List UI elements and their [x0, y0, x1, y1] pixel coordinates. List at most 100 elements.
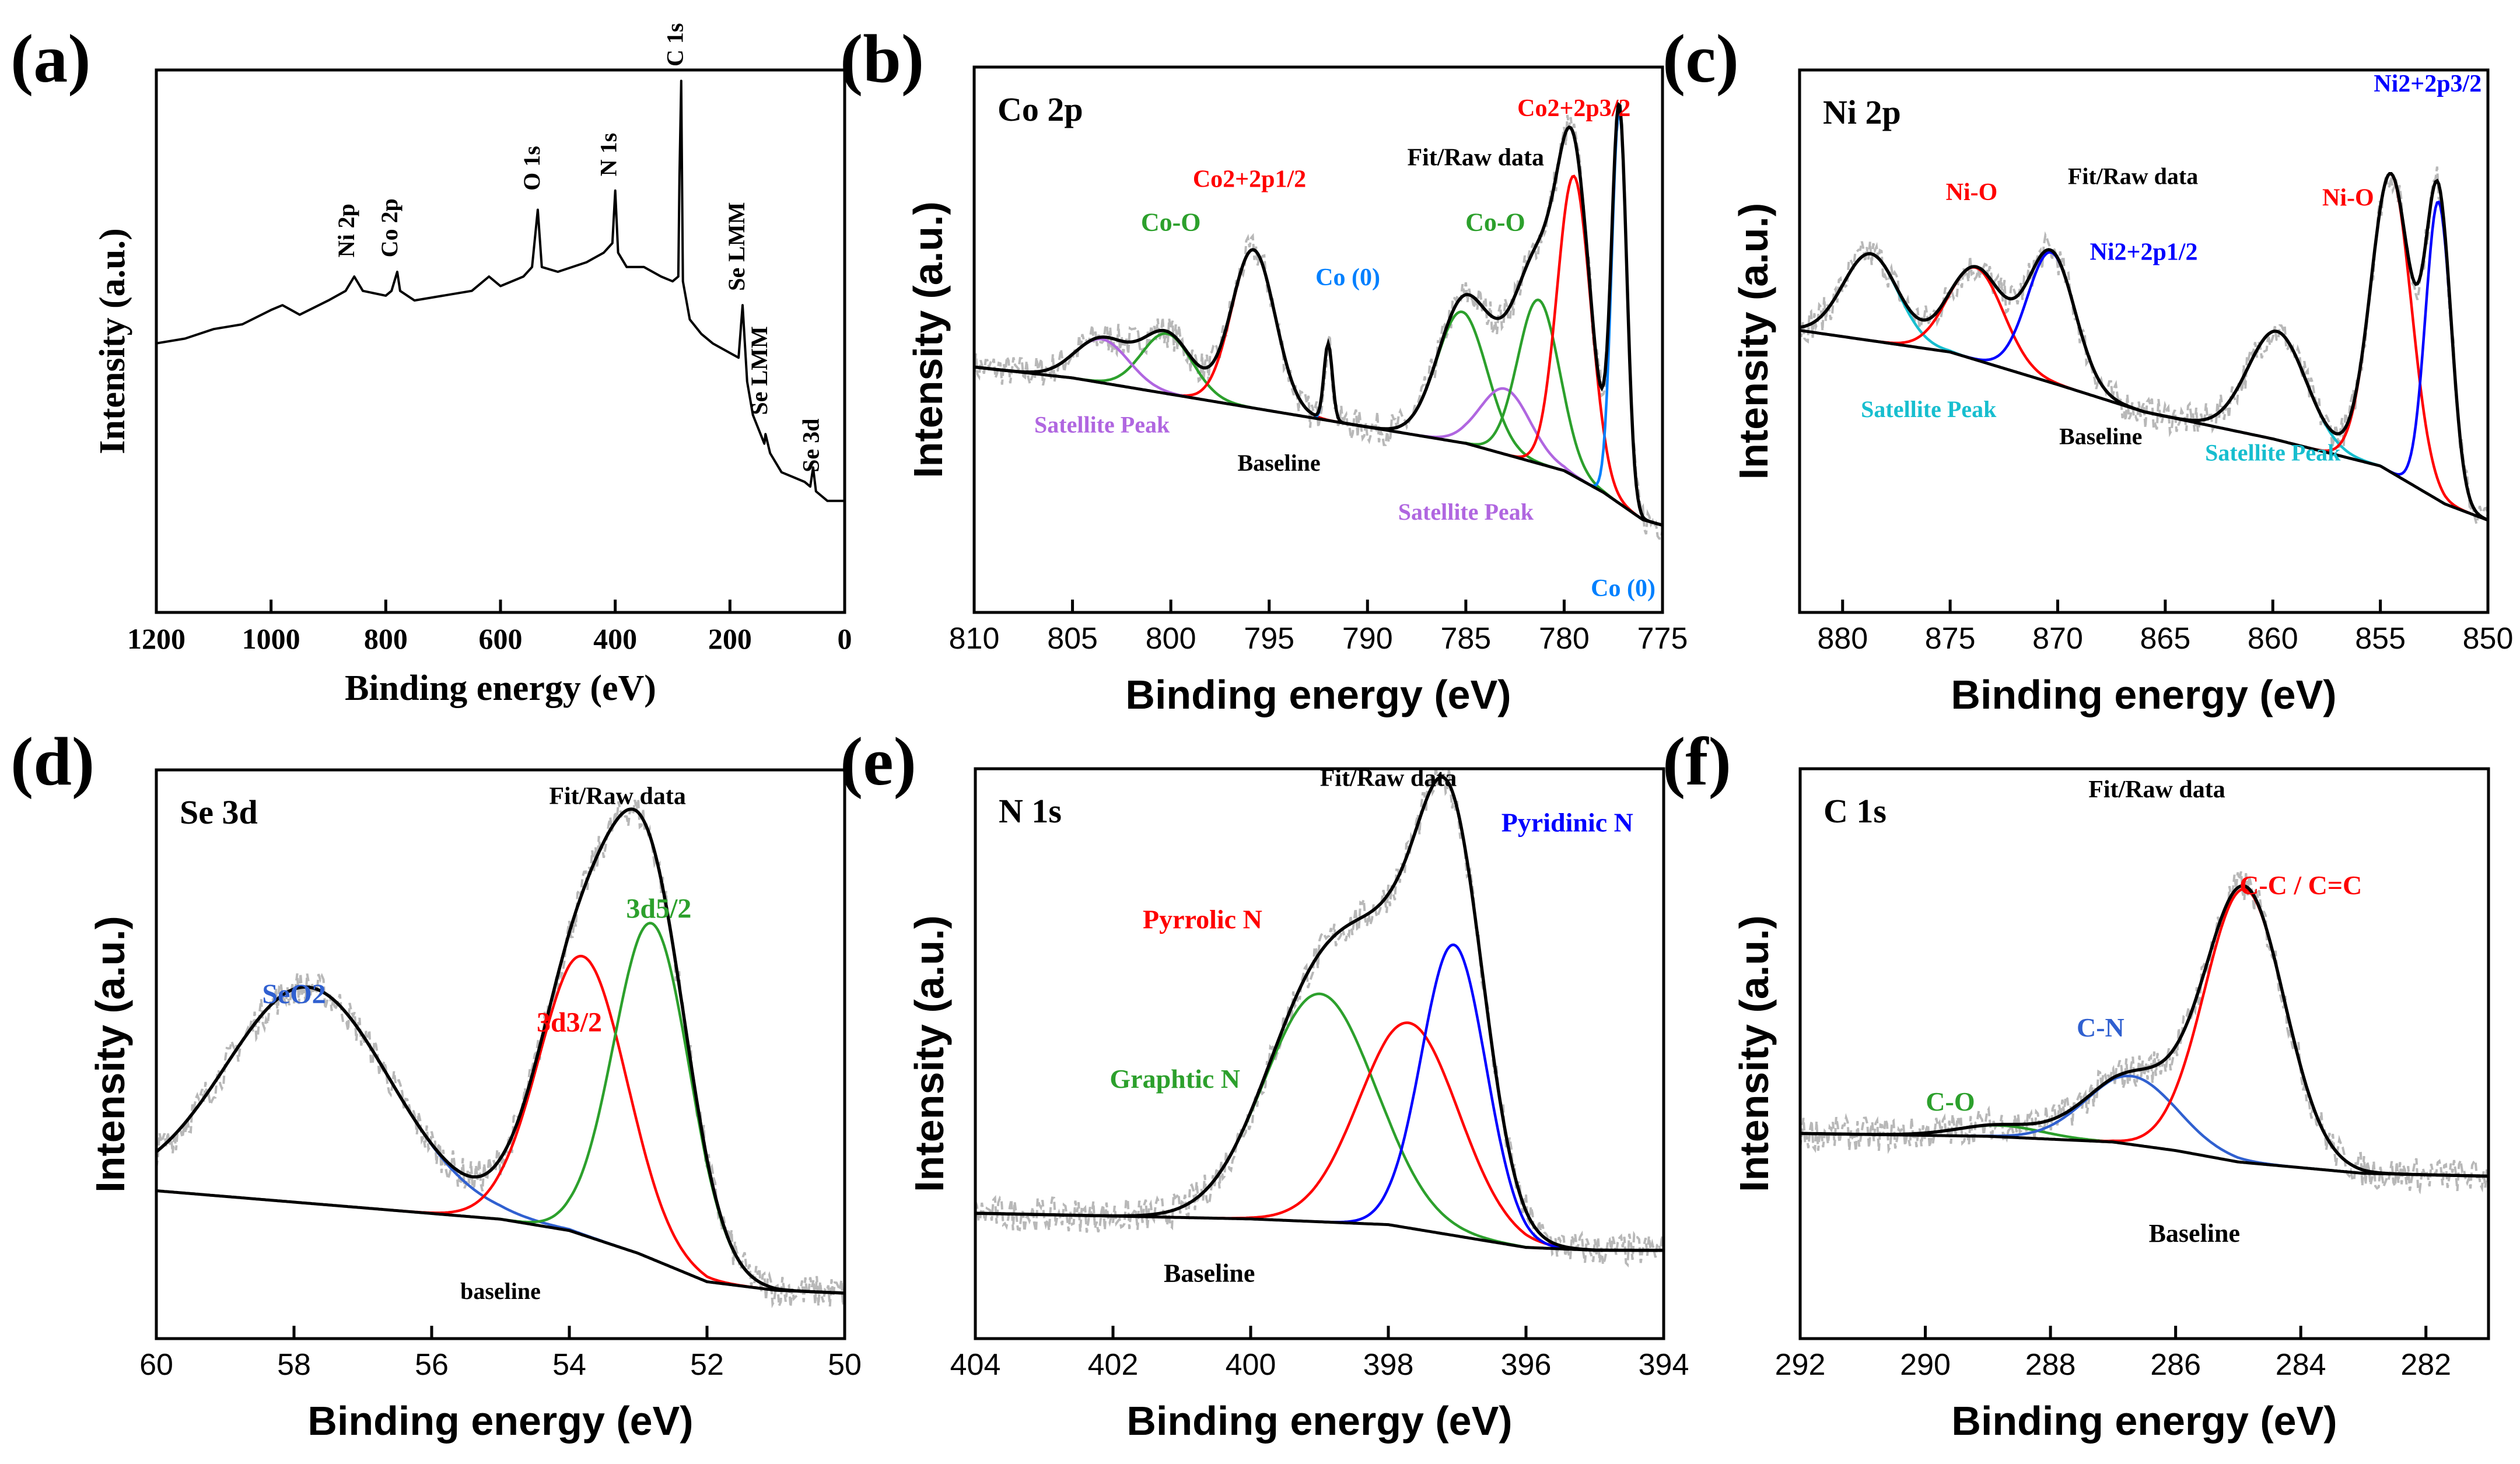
x-tick-label: 58 — [277, 1348, 311, 1382]
x-tick-label: 282 — [2400, 1348, 2451, 1382]
plot-area-d — [156, 798, 845, 1309]
x-axis-label: Binding energy (eV) — [1951, 672, 2336, 717]
x-tick-label: 200 — [708, 622, 752, 655]
peak-annotation: Co 2p — [376, 198, 402, 257]
x-tick-label: 50 — [828, 1348, 862, 1382]
component-annotation: C-N — [2077, 1013, 2124, 1042]
component-annotation: C-C / C=C — [2239, 870, 2362, 900]
x-tick-label: 288 — [2025, 1348, 2076, 1382]
fit-line — [975, 775, 1664, 1252]
panel-title: Ni 2p — [1823, 93, 1901, 131]
peak-annotation: Se LMM — [746, 326, 772, 415]
panel-title: Co 2p — [998, 90, 1083, 128]
x-tick-label: 875 — [1925, 622, 1976, 656]
x-tick-label: 810 — [949, 622, 1000, 656]
component-annotation: Pyridinic N — [1502, 807, 1633, 837]
panel-letter: (d) — [10, 723, 94, 800]
component-annotation: Co-O — [1465, 208, 1525, 237]
component-annotation: Ni-O — [1946, 179, 1998, 206]
peak-annotation: O 1s — [519, 146, 545, 191]
y-axis-label: Intensity (a.u.) — [1731, 915, 1777, 1192]
x-tick-label: 404 — [950, 1348, 1001, 1382]
component-annotation: Baseline — [1237, 450, 1320, 476]
component-annotation: SeO2 — [262, 979, 326, 1010]
x-tick-label: 286 — [2150, 1348, 2201, 1382]
plot-area-e — [975, 769, 1664, 1267]
peak-annotation: Se LMM — [723, 202, 750, 291]
component-annotation: Co2+2p1/2 — [1193, 166, 1306, 193]
component-annotation: Baseline — [1164, 1259, 1255, 1287]
plot-area-a — [156, 79, 845, 502]
component-annotation: Fit/Raw data — [2088, 776, 2225, 803]
panel-e: (e) N 1s 404 402 400 398 396 394 Binding energy … — [840, 723, 1689, 1444]
component-annotation: Co (0) — [1591, 575, 1656, 602]
x-tick-label: 292 — [1775, 1348, 1826, 1382]
component-annotation: Satellite Peak — [1398, 499, 1534, 525]
x-tick-label: 0 — [838, 622, 852, 655]
x-tick-label: 805 — [1047, 622, 1098, 656]
x-tick-label: 400 — [1226, 1348, 1276, 1382]
panel-letter: (a) — [10, 20, 91, 97]
raw-data-line — [1800, 871, 2488, 1195]
component-annotation: Co2+2p3/2 — [1517, 95, 1630, 122]
plot-frame — [1798, 68, 2490, 614]
component-annotation: Satellite Peak — [1034, 411, 1170, 437]
component-annotation: Graphtic N — [1110, 1064, 1240, 1094]
component-annotation: Baseline — [2059, 423, 2142, 450]
x-tick-label: 402 — [1088, 1348, 1139, 1382]
y-axis-label: Intensity (a.u.) — [93, 228, 132, 454]
y-axis-label: Intensity (a.u.) — [907, 915, 952, 1192]
panel-title: Se 3d — [180, 793, 258, 831]
component-annotation: Baseline — [2149, 1219, 2240, 1248]
x-tick-label: 850 — [2463, 622, 2514, 656]
fit-line — [1800, 171, 2488, 522]
x-tick-label: 860 — [2248, 622, 2298, 656]
component-annotation: Fit/Raw data — [1407, 144, 1544, 171]
y-axis-label: Intensity (a.u.) — [88, 916, 133, 1192]
panel-d: (d) Se 3d 60 58 56 54 52 50 Binding energy (eV) I… — [10, 723, 862, 1444]
x-tick-label: 600 — [479, 622, 523, 655]
component-annotation: baseline — [460, 1278, 541, 1304]
x-tick-label: 400 — [593, 622, 637, 655]
x-tick-label: 1000 — [242, 622, 300, 655]
y-axis-label: Intensity (a.u.) — [1731, 203, 1776, 479]
x-tick-label: 52 — [690, 1348, 724, 1382]
peak-annotation: N 1s — [596, 133, 622, 176]
component-annotation: Pyrrolic N — [1143, 905, 1262, 934]
fit-line — [974, 101, 1662, 527]
x-tick-label: 775 — [1637, 622, 1688, 656]
fit-line — [1800, 884, 2488, 1178]
plot-frame — [155, 768, 846, 1340]
x-tick-label: 394 — [1639, 1348, 1689, 1382]
x-axis-label: Binding energy (eV) — [307, 1398, 693, 1444]
x-tick-label: 855 — [2355, 622, 2406, 656]
component-annotation: Co-O — [1141, 208, 1201, 237]
raw-data-line — [1800, 166, 2488, 524]
survey-line — [156, 79, 845, 502]
component-annotation: Satellite Peak — [1861, 396, 1997, 422]
x-tick-label: 800 — [1146, 622, 1196, 656]
x-axis-label: Binding energy (eV) — [1125, 672, 1511, 717]
x-tick-label: 284 — [2276, 1348, 2326, 1382]
panel-f: (f) C 1s 292 290 288 286 284 282 Binding energy … — [1662, 723, 2490, 1444]
x-tick-label: 54 — [552, 1348, 586, 1382]
component-annotation: Satellite Peak — [2205, 440, 2341, 466]
component-annotation: Co (0) — [1315, 264, 1380, 291]
plot-frame — [972, 65, 1664, 614]
x-axis-label: Binding energy (eV) — [345, 668, 656, 708]
plot-frame — [1798, 767, 2490, 1340]
baseline-line — [156, 1189, 845, 1295]
panel-c: (c) Ni 2p 880 875 870 865 860 855 850 Binding ene… — [1662, 20, 2513, 717]
peak-annotation: Ni 2p — [333, 204, 359, 257]
component-annotation: C-O — [1926, 1087, 1975, 1116]
component-annotation: Fit/Raw data — [2068, 163, 2198, 189]
component-annotation: Ni2+2p3/2 — [2374, 71, 2482, 97]
plot-area-c — [1800, 166, 2488, 524]
component-annotation: Fit/Raw data — [549, 783, 686, 810]
x-tick-label: 398 — [1363, 1348, 1414, 1382]
x-tick-label: 780 — [1539, 622, 1590, 656]
x-tick-label: 60 — [139, 1348, 173, 1382]
panel-letter: (e) — [840, 723, 916, 800]
x-tick-label: 870 — [2032, 622, 2083, 656]
